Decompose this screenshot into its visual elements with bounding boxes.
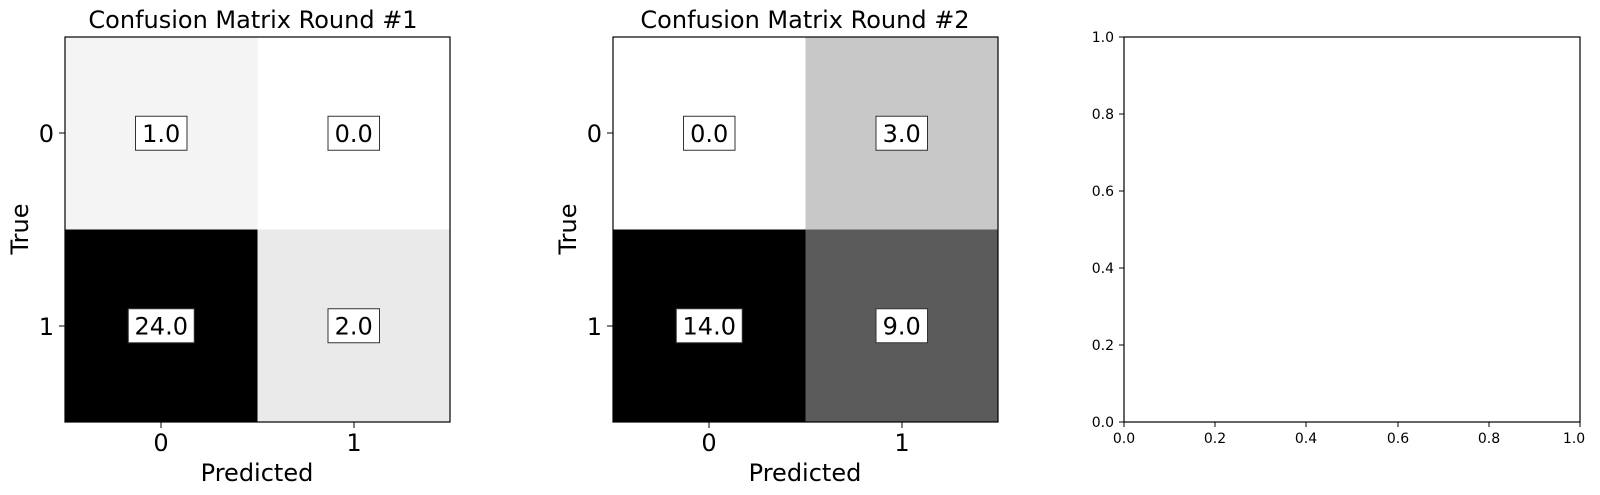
heatmap-cells [65,37,450,422]
cell-label-box [875,308,928,344]
y-tick-label: 0 [587,120,602,148]
x-tick-label: 0.4 [1295,431,1317,447]
x-axis-label: Predicted [749,459,862,487]
x-tick-label: 0 [701,429,716,457]
x-ticks: 0 1 [153,422,362,457]
cell-label-box [327,308,380,344]
empty-axes-panel: 0.0 0.2 0.4 0.6 0.8 1.0 0.0 0.2 0.4 0.6 … [1092,30,1585,447]
x-tick-label: 0.6 [1387,431,1409,447]
heatmap-panel-2: Confusion Matrix Round #2 0.0 3.014.0 9.0 … [554,6,999,487]
cell-label-box [683,115,736,151]
cell-label-box [127,308,195,344]
x-tick-label: 1 [346,429,361,457]
y-tick-label: 1 [587,313,602,341]
y-ticks: 0.0 0.2 0.4 0.6 0.8 1.0 [1092,30,1124,431]
heatmap-cells [613,37,998,422]
x-tick-label: 0.0 [1113,431,1135,447]
cell-value-label: 2.0 [335,312,373,340]
cell-value-label: 3.0 [883,120,921,148]
chart-title: Confusion Matrix Round #1 [88,6,417,34]
cell-value-label: 14.0 [683,312,736,340]
cell-value-label: 24.0 [135,312,188,340]
x-tick-label: 0.8 [1478,431,1500,447]
y-axis-label: True [6,204,34,256]
x-ticks: 0 1 [701,422,910,457]
y-tick-label: 0.4 [1092,261,1114,277]
cell-label-box [135,115,188,151]
cell-labels: 1.0 0.0 24.0 2.0 [127,115,380,344]
axes-frame [1123,36,1581,423]
y-tick-label: 1 [39,313,54,341]
x-tick-label: 0 [153,429,168,457]
cell-value-label: 1.0 [142,120,180,148]
axes-frame [612,36,999,423]
y-tick-label: 0 [39,120,54,148]
y-ticks: 0 1 [39,120,65,341]
x-axis-label: Predicted [201,459,314,487]
cell-value-label: 0.0 [690,120,728,148]
cell-label-box [675,308,743,344]
heatmap-panel-1: Confusion Matrix Round #1 1.0 0.024.0 2.0 … [6,6,451,487]
cell-labels: 0.0 3.0 14.0 9.0 [675,115,928,344]
cell-value-label: 9.0 [883,312,921,340]
y-tick-label: 0.6 [1092,184,1114,200]
x-tick-label: 1 [894,429,909,457]
cell-label-box [875,115,928,151]
x-tick-label: 0.2 [1204,431,1226,447]
cell-value-label: 0.0 [335,120,373,148]
chart-title: Confusion Matrix Round #2 [640,6,969,34]
y-tick-label: 1.0 [1092,30,1114,46]
cell-label-box [327,115,380,151]
y-tick-label: 0.2 [1092,338,1114,354]
y-axis-label: True [554,204,582,256]
y-tick-label: 0.8 [1092,107,1114,123]
axes-frame [64,36,451,423]
x-ticks: 0.0 0.2 0.4 0.6 0.8 1.0 [1113,422,1585,447]
y-tick-label: 0.0 [1092,415,1114,431]
x-tick-label: 1.0 [1563,431,1585,447]
y-ticks: 0 1 [587,120,613,341]
